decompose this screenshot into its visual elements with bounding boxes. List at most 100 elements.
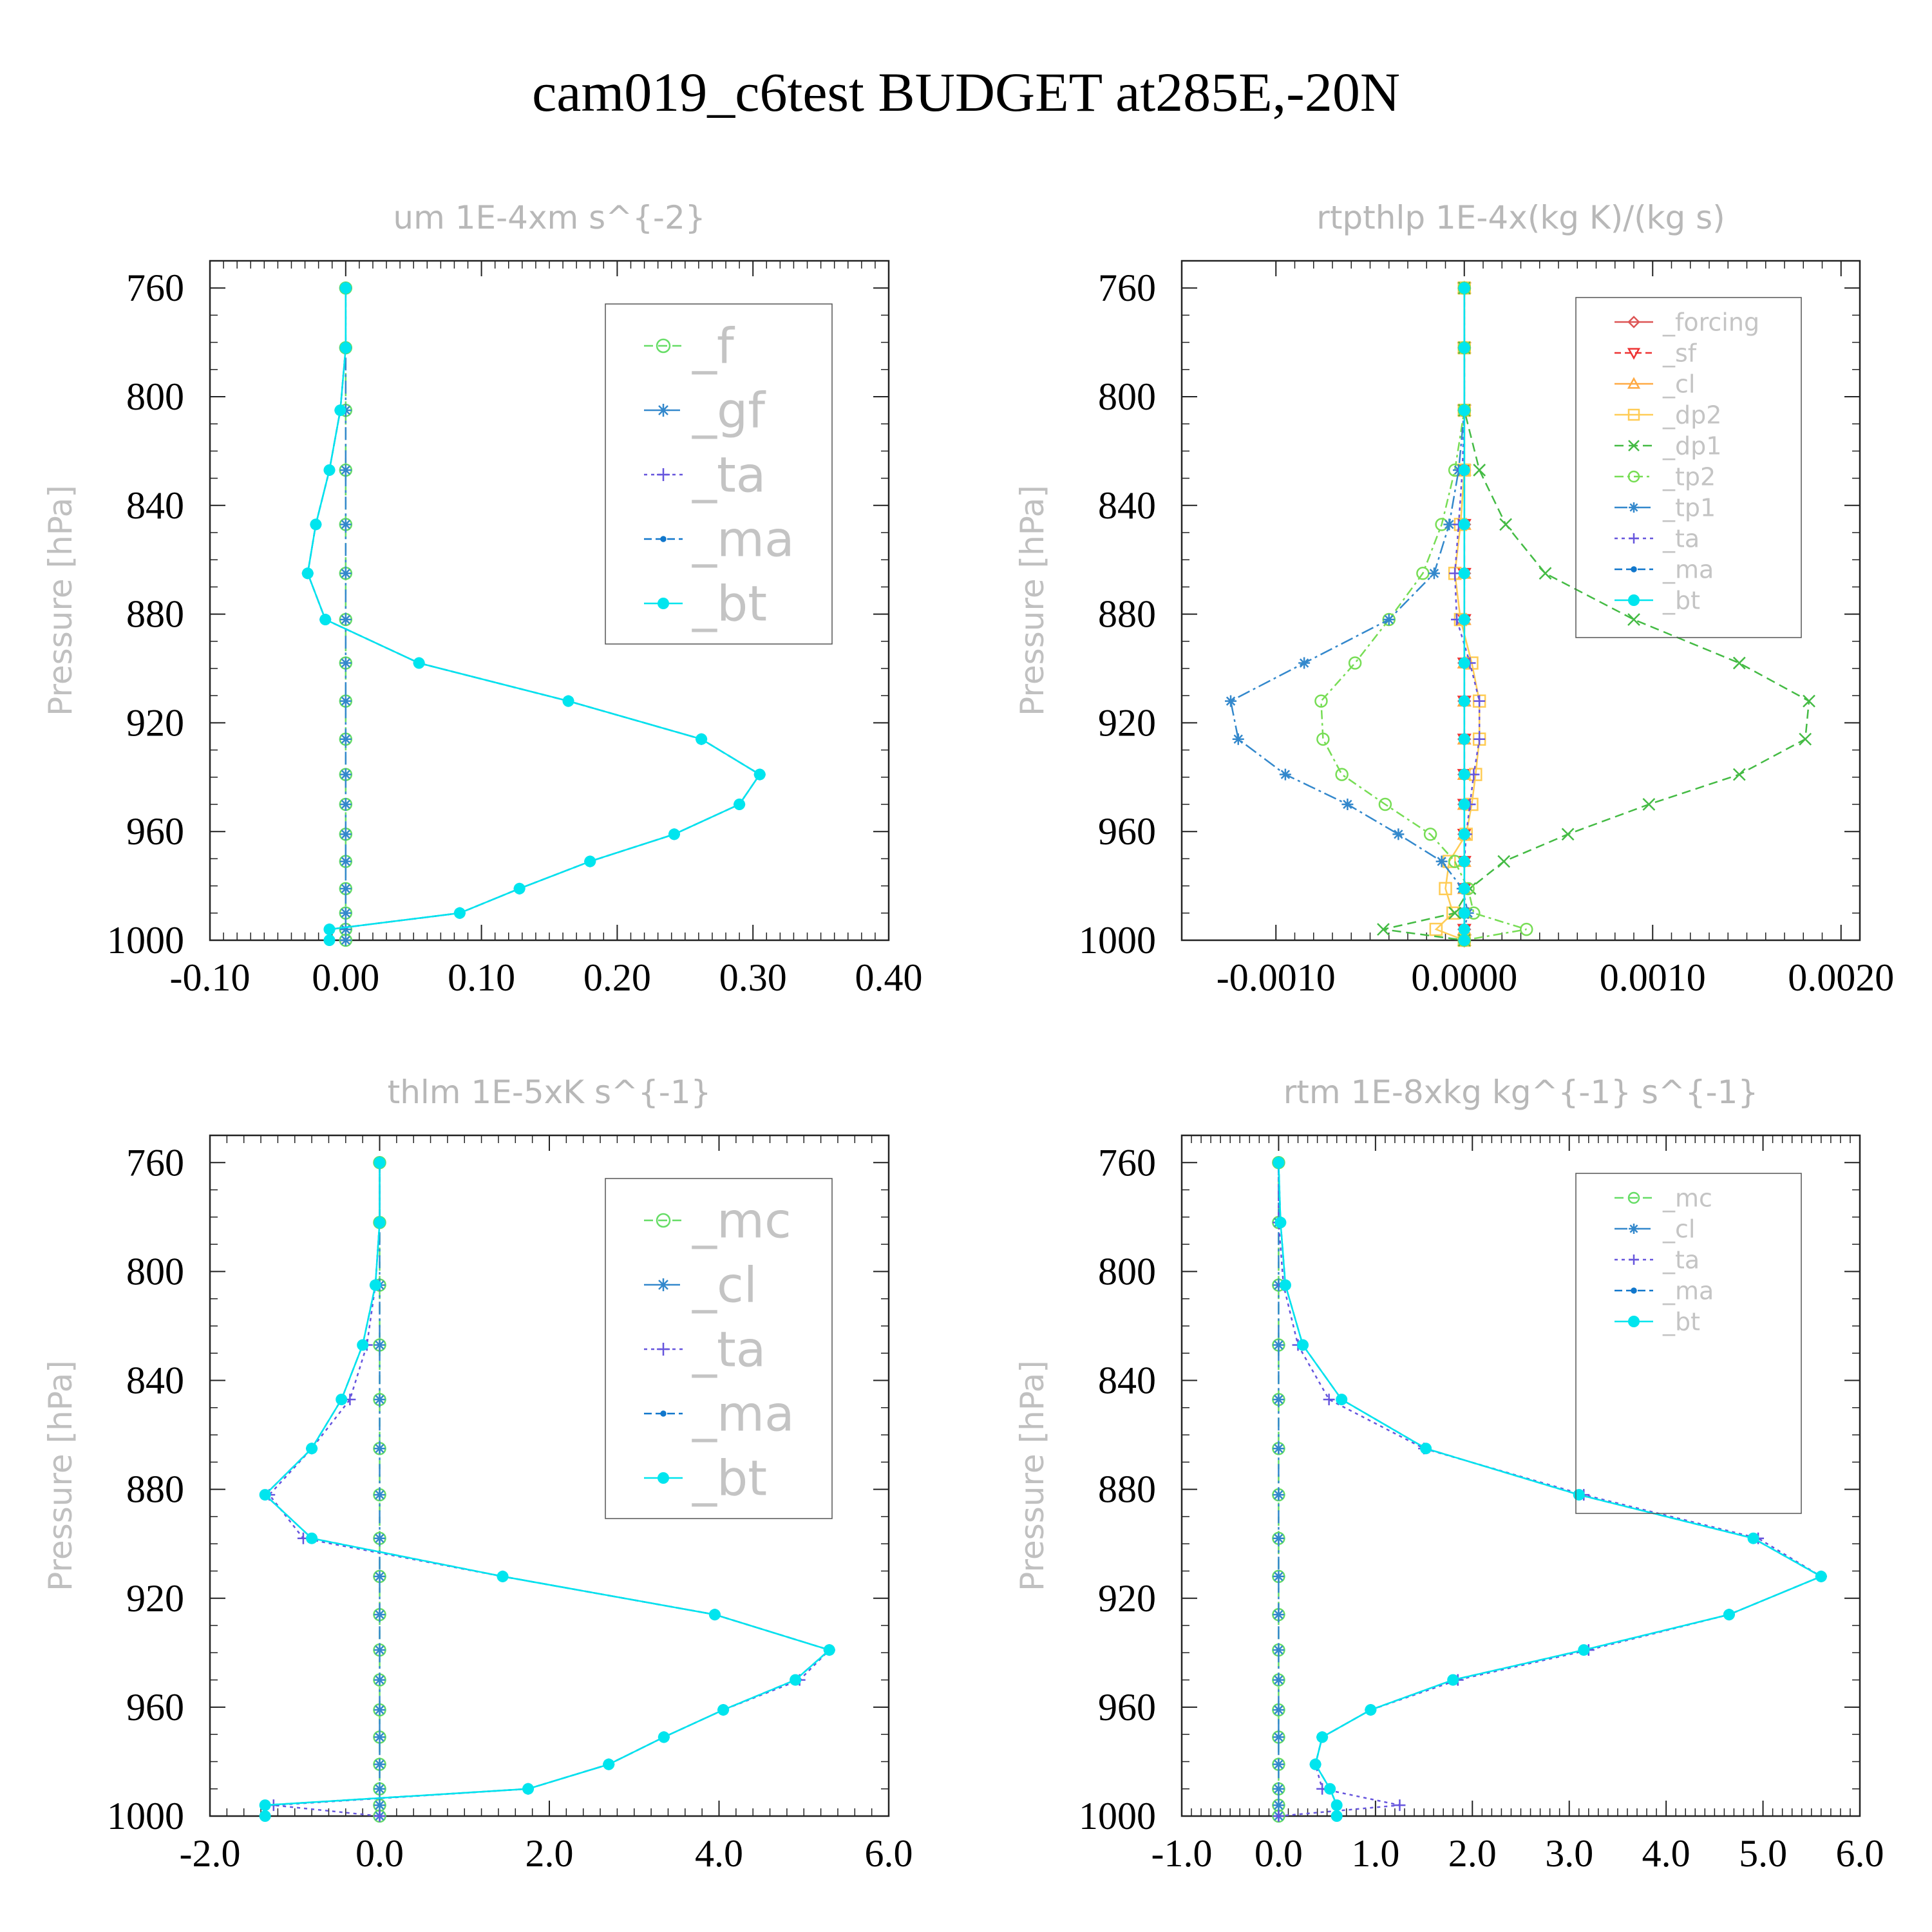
legend-marker	[1627, 348, 1641, 360]
x-tick-label: 3.0	[1545, 1832, 1593, 1875]
legend-marker	[1627, 408, 1640, 421]
data-point	[753, 768, 766, 781]
legend-marker	[1627, 316, 1640, 328]
data-point	[374, 1810, 386, 1822]
legend-marker	[1629, 533, 1639, 544]
legend-marker	[1627, 1191, 1640, 1204]
data-point	[374, 1443, 386, 1455]
data-point	[301, 567, 314, 580]
data-point	[339, 518, 352, 531]
data-point	[1747, 1532, 1759, 1544]
data-point	[668, 828, 680, 840]
legend-marker	[660, 1410, 667, 1417]
data-point	[339, 828, 352, 840]
x-tick-label: -1.0	[1151, 1832, 1213, 1875]
data-point	[1458, 404, 1470, 417]
y-tick-label: 840	[126, 1359, 184, 1402]
data-point	[584, 855, 596, 867]
data-point	[1298, 657, 1311, 669]
legend-label: _mc	[692, 1192, 791, 1249]
data-point	[1458, 934, 1470, 946]
x-tick-label: 0.0010	[1600, 956, 1706, 999]
data-point	[1803, 694, 1815, 708]
x-tick-label: 0.40	[855, 956, 923, 999]
data-point	[1273, 1394, 1285, 1406]
data-point	[1458, 282, 1470, 294]
legend: _f _gf _ta _ma _bt	[605, 303, 833, 645]
data-point	[374, 1799, 386, 1812]
data-point	[1383, 614, 1395, 626]
data-point	[323, 934, 336, 946]
legend-label: _cl	[692, 1256, 757, 1314]
data-point	[1642, 798, 1656, 811]
legend-box	[1575, 297, 1802, 638]
x-tick-label: 4.0	[695, 1832, 743, 1875]
data-point	[1458, 342, 1470, 354]
y-axis-label: Pressure [hPa]	[1014, 1360, 1051, 1591]
legend-marker	[1629, 502, 1639, 513]
y-tick-label: 760	[1098, 267, 1156, 309]
x-tick-label: -0.0010	[1217, 956, 1336, 999]
series-line	[1278, 1162, 1823, 1817]
x-tick-label: 4.0	[1642, 1832, 1690, 1875]
data-point	[1273, 1731, 1285, 1743]
legend-label: _tp1	[1662, 493, 1716, 522]
data-point	[1341, 799, 1354, 810]
data-point	[734, 799, 746, 810]
legend-label: _ta	[692, 446, 766, 504]
y-tick-label: 760	[1098, 1141, 1156, 1184]
x-tick-label: 0.0000	[1411, 956, 1517, 999]
legend-label: _tp2	[1662, 462, 1716, 491]
data-point	[1225, 695, 1237, 707]
data-point	[1273, 1674, 1285, 1686]
data-point	[1314, 694, 1328, 708]
data-point	[1316, 732, 1330, 746]
x-tick-label: 0.00	[312, 956, 379, 999]
legend-label: _ma	[1662, 1276, 1714, 1305]
data-point	[339, 282, 352, 294]
data-point	[323, 923, 336, 936]
data-point	[339, 934, 352, 946]
data-point	[790, 1674, 802, 1686]
data-point	[1458, 657, 1470, 669]
main-title: cam019_c6test BUDGET at285E,-20N	[532, 61, 1400, 123]
legend-marker	[1628, 594, 1640, 606]
data-point	[1723, 1609, 1735, 1621]
x-tick-label: 0.30	[719, 956, 787, 999]
y-tick-label: 800	[126, 1250, 184, 1293]
legend-marker	[1627, 377, 1641, 389]
data-point	[339, 733, 352, 745]
legend: _mc_cl_ta_ma_bt	[605, 1178, 833, 1519]
y-tick-label: 800	[126, 375, 184, 418]
data-point	[1331, 1810, 1343, 1822]
data-point	[1323, 1394, 1335, 1406]
data-point	[1273, 1758, 1285, 1770]
data-point	[1273, 1810, 1285, 1822]
data-point	[357, 1339, 369, 1351]
data-point	[369, 1279, 381, 1291]
data-point	[310, 518, 322, 531]
legend: _forcing _sf _cl _dp2_dp1_tp2_tp1_ta_ma _bt	[1575, 297, 1802, 638]
data-point	[717, 1704, 730, 1716]
data-point	[339, 464, 352, 476]
data-point	[334, 404, 346, 417]
legend-marker	[656, 1213, 671, 1228]
x-tick-label: 2.0	[1448, 1832, 1497, 1875]
legend-box	[605, 303, 833, 645]
data-point	[1520, 922, 1533, 936]
y-tick-label: 960	[126, 1686, 184, 1728]
data-point	[339, 882, 352, 895]
series_dp1	[1377, 281, 1815, 947]
legend: _mc_cl_ta_ma_bt	[1575, 1173, 1802, 1514]
y-tick-label: 960	[1098, 810, 1156, 853]
y-tick-label: 760	[126, 1141, 184, 1184]
data-point	[339, 342, 352, 354]
data-point	[374, 1704, 386, 1716]
series_bt	[259, 1157, 835, 1822]
chart-panel-3: thlm 1E-5xK s^{-1} Pressure [hPa] -2.0 0.0 2…	[42, 1074, 913, 1875]
legend-marker	[1629, 1255, 1639, 1265]
data-point	[374, 1758, 386, 1770]
y-tick-label: 880	[1098, 593, 1156, 636]
y-axis-label: Pressure [hPa]	[1014, 485, 1051, 716]
data-point	[1439, 882, 1452, 896]
